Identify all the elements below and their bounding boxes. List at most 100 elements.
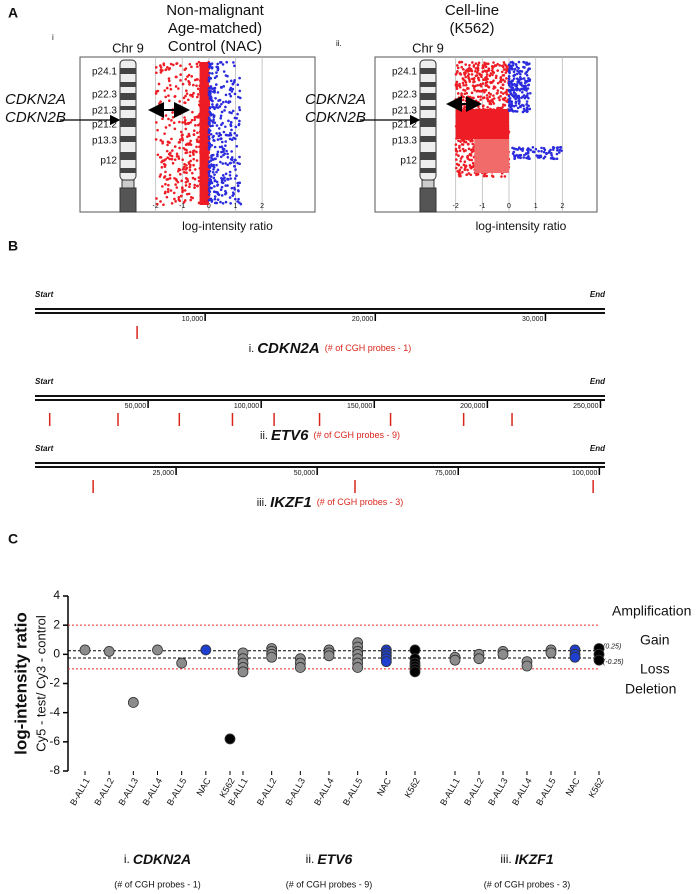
- probe-point: [473, 80, 476, 83]
- probe-point: [517, 99, 520, 103]
- probe-point: [167, 79, 171, 83]
- probe-point: [477, 63, 480, 67]
- probe-point: [166, 190, 170, 194]
- probe-point: [154, 92, 158, 95]
- probe-point: [221, 162, 225, 165]
- probe-point: [154, 66, 158, 69]
- region-label: Gain: [640, 632, 670, 648]
- probe-point: [542, 156, 546, 160]
- probe-point: [180, 194, 183, 198]
- probe-point: [549, 148, 552, 152]
- region-label: Amplification: [612, 603, 691, 619]
- probe-point: [510, 107, 513, 110]
- probe-point: [177, 157, 181, 160]
- probe-point: [213, 197, 217, 201]
- x-tick-label: 150,000: [347, 403, 372, 410]
- chromosome-band: [120, 106, 136, 110]
- probe-point: [191, 196, 195, 200]
- probe-point: [201, 107, 205, 111]
- band-label: p24.1: [392, 67, 417, 78]
- probe-point: [224, 125, 227, 129]
- probe-point: [200, 148, 204, 151]
- probe-point: [528, 67, 531, 70]
- probe-point: [505, 65, 508, 69]
- probe-point: [477, 105, 480, 108]
- probe-point: [173, 127, 177, 131]
- probe-point: [505, 100, 508, 103]
- probe-point: [500, 70, 504, 74]
- probe-point: [188, 182, 192, 186]
- probe-point: [224, 144, 227, 147]
- probe-point: [207, 91, 211, 94]
- probe-point: [171, 115, 175, 119]
- probe-point: [469, 173, 473, 177]
- probe-point: [507, 77, 511, 81]
- probe-point: [494, 64, 498, 67]
- probe-point: [230, 150, 233, 153]
- probe-point: [187, 132, 191, 136]
- probe-point: [163, 175, 167, 178]
- probe-point: [198, 130, 202, 133]
- chromosome: [419, 187, 437, 213]
- probe-point: [458, 60, 462, 64]
- probe-point: [458, 72, 462, 75]
- probe-point: [178, 199, 182, 203]
- probe-point: [160, 166, 164, 169]
- probe-point: [161, 69, 164, 72]
- probe-point: [515, 72, 519, 76]
- probe-point: [219, 155, 223, 159]
- probe-point: [483, 174, 487, 178]
- probe-point: [556, 146, 560, 149]
- probe-point: [511, 83, 514, 87]
- probe-point: [204, 80, 208, 84]
- probe-point: [485, 94, 489, 97]
- probe-point: [158, 155, 162, 159]
- data-point: [569, 651, 581, 663]
- probe-point: [213, 89, 216, 92]
- probe-point: [204, 132, 208, 136]
- probe-point: [166, 65, 169, 69]
- probe-point: [207, 172, 211, 176]
- probe-point: [238, 108, 242, 112]
- probe-point: [211, 154, 214, 157]
- data-point: [545, 647, 557, 659]
- probe-point: [199, 73, 203, 77]
- probe-point: [507, 81, 511, 84]
- panel-sublabel: ii.: [336, 39, 342, 48]
- probe-point: [163, 132, 166, 135]
- probe-point: [521, 149, 524, 152]
- probe-point: [514, 97, 517, 101]
- probe-point: [500, 64, 504, 68]
- probe-point: [203, 102, 206, 105]
- probe-point: [188, 141, 191, 145]
- x-tick-label: B-ALL5: [534, 776, 558, 807]
- probe-point: [228, 111, 231, 114]
- probe-point: [512, 95, 516, 99]
- probe-point: [470, 150, 474, 154]
- band-label: p22.3: [392, 90, 417, 101]
- probe-point: [490, 65, 494, 68]
- probe-point: [205, 125, 208, 129]
- probe-point: [502, 61, 506, 64]
- x-tick-label: B-ALL5: [165, 776, 189, 807]
- probe-point: [187, 192, 191, 196]
- probe-point: [514, 93, 518, 96]
- probe-point: [178, 104, 182, 108]
- probe-point: [193, 118, 197, 122]
- probe-point: [198, 139, 202, 143]
- probe-point: [512, 91, 516, 95]
- probe-point: [215, 105, 218, 109]
- probe-point: [477, 76, 480, 80]
- group-roman: iii.: [500, 852, 511, 866]
- probe-point: [193, 186, 196, 189]
- probe-point: [233, 177, 237, 180]
- probe-point: [194, 124, 197, 127]
- probe-point: [233, 64, 236, 68]
- group-note: (# of CGH probes - 1): [114, 879, 201, 889]
- probe-point: [212, 134, 215, 138]
- y-tick-label: -4: [49, 705, 60, 719]
- probe-point: [483, 61, 486, 65]
- probe-point: [163, 165, 167, 168]
- probe-point: [454, 73, 458, 76]
- probe-point: [191, 176, 195, 180]
